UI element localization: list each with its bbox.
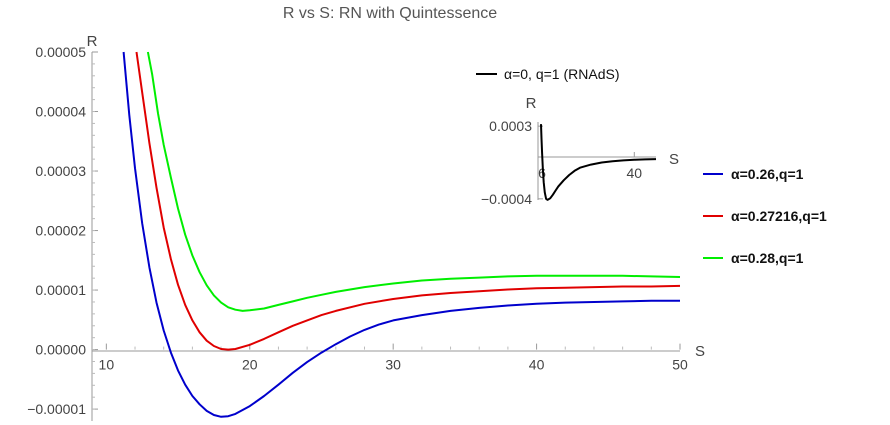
- y-tick-label: 0.00001: [35, 282, 86, 298]
- inset-series-line-0: [540, 124, 657, 201]
- inset-series: [540, 124, 657, 201]
- chart-title: R vs S: RN with Quintessence: [283, 5, 497, 22]
- inset-plot: 6 400.0003−0.0004 R S: [481, 95, 679, 207]
- x-tick-label: 40: [529, 357, 545, 373]
- inset-x-tick-label: 40: [627, 165, 643, 181]
- inset-legend-label: α=0, q=1 (RNAdS): [504, 66, 619, 82]
- inset-y-tick-label: 0.0003: [489, 118, 532, 134]
- series-line-1: [135, 51, 681, 351]
- x-tick-label: 20: [242, 357, 258, 373]
- inset-ticks: 6 400.0003−0.0004: [481, 118, 642, 207]
- y-tick-label: 0.00002: [35, 223, 86, 239]
- legend-label-alpha-028: α=0.28,q=1: [731, 250, 804, 266]
- y-tick-label: 0.00005: [35, 44, 86, 60]
- legend-label-alpha-027216: α=0.27216,q=1: [731, 208, 827, 224]
- y-tick-label: 0.00000: [35, 342, 86, 358]
- inset-y-axis-label: R: [526, 95, 537, 112]
- y-tick-label: 0.00004: [35, 104, 86, 120]
- inset-y-tick-label: −0.0004: [481, 191, 532, 207]
- legend-label-alpha-026: α=0.26,q=1: [731, 166, 804, 182]
- main-ticks: 10 20 30 40 50 0.00005 0.00004 0.00003 0.00002 0.…: [27, 44, 688, 417]
- x-tick-label: 30: [385, 357, 401, 373]
- y-tick-label: −0.00001: [27, 401, 86, 417]
- y-axis-label: R: [87, 33, 98, 50]
- x-tick-label: 50: [672, 357, 688, 373]
- main-series: [122, 51, 681, 418]
- main-legend: α=0.26,q=1 α=0.27216,q=1 α=0.28,q=1: [703, 166, 827, 266]
- series-line-0: [122, 51, 680, 418]
- series-line-2: [146, 51, 681, 312]
- inset-x-axis-label: S: [669, 151, 679, 168]
- x-tick-label: 10: [99, 357, 115, 373]
- x-axis-label: S: [695, 343, 705, 360]
- y-tick-label: 0.00003: [35, 163, 86, 179]
- inset-legend: α=0, q=1 (RNAdS): [476, 66, 619, 82]
